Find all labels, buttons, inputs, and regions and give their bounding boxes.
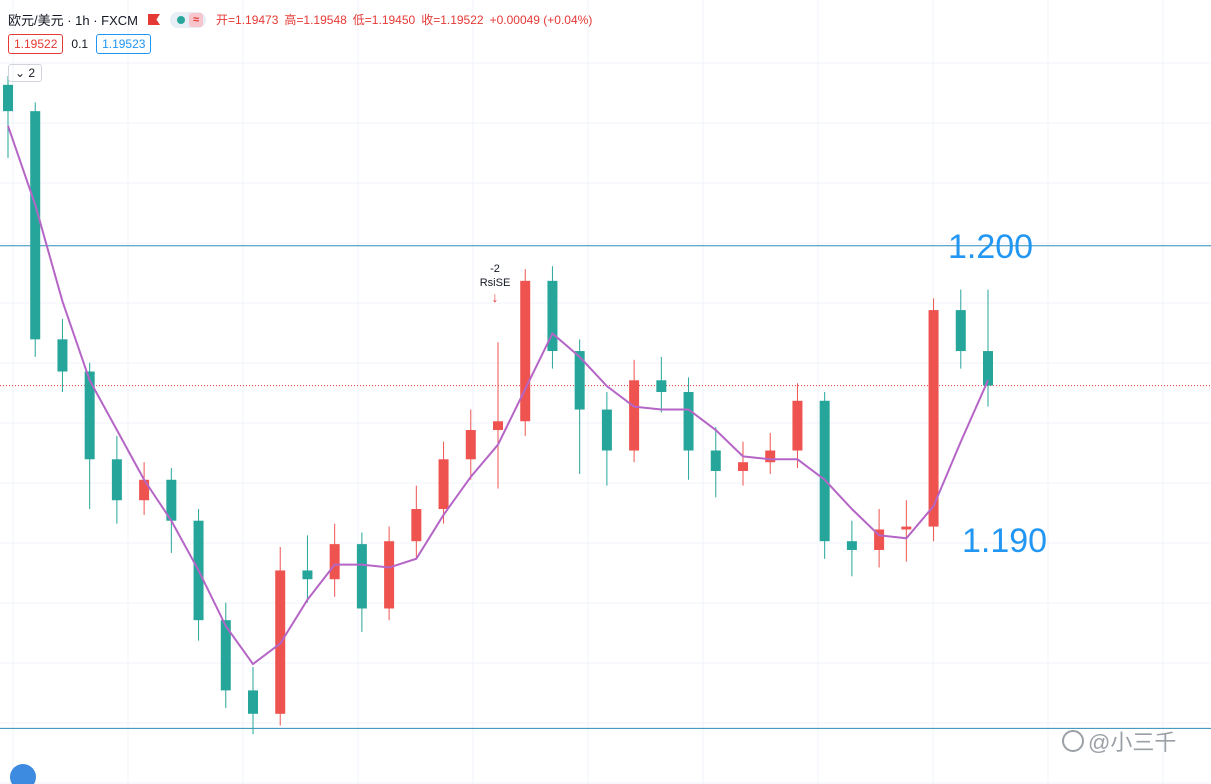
bid-button[interactable]: 1.19522: [8, 34, 64, 54]
candle-body: [411, 509, 422, 542]
candle-body: [302, 570, 313, 580]
candle-body: [520, 280, 531, 422]
collapse-button[interactable]: ⌄ 2: [8, 64, 43, 82]
candle-body: [111, 459, 122, 501]
candle-body: [248, 690, 258, 714]
candle-body: [738, 462, 748, 471]
candle-body: [166, 479, 177, 521]
candle-body: [574, 351, 585, 410]
candle-body: [846, 541, 857, 550]
signal-annotation: -2 RsiSE ↓: [478, 262, 512, 304]
candle-body: [983, 351, 993, 386]
candle-body: [547, 280, 558, 352]
ask-button[interactable]: 1.19523: [96, 34, 152, 54]
candle-body: [356, 544, 367, 609]
candle-body: [139, 479, 150, 501]
watermark-text: @小三千: [1088, 730, 1177, 755]
level-label: 1.200: [948, 228, 1034, 266]
symbol[interactable]: 欧元/美元 · 1h · FXCM: [8, 13, 139, 28]
candle-body: [438, 459, 449, 510]
indicator-count: 2: [28, 66, 36, 80]
flag-icon[interactable]: [148, 14, 161, 25]
candle-body: [220, 620, 231, 691]
signal-count: -2: [490, 263, 500, 275]
candle-body: [874, 529, 885, 550]
signal-arrow: ↓: [491, 289, 499, 305]
change-value: +0.00049 (+0.04%): [489, 13, 593, 27]
candle-body: [656, 380, 667, 392]
close-value: 收=1.19522: [421, 13, 484, 27]
candle-body: [765, 450, 776, 463]
status-toggle[interactable]: ≈: [170, 11, 207, 28]
quote-row: 1.19522 0.1 1.19523: [8, 34, 152, 54]
candle-body: [57, 339, 68, 372]
app-icon[interactable]: [10, 764, 36, 784]
high-value: 高=1.19548: [284, 13, 347, 27]
spread: 0.1: [71, 37, 89, 51]
candle-body: [792, 400, 803, 451]
legend-header: 欧元/美元 · 1h · FXCM ≈ 开=1.19473 高=1.19548 低=…: [8, 10, 598, 29]
candle-body: [465, 430, 476, 460]
level-label: 1.190: [962, 522, 1048, 560]
candle-body: [493, 421, 503, 431]
candle-body: [30, 111, 41, 340]
candle-body: [601, 409, 612, 451]
candle-body: [683, 392, 694, 451]
candle-body: [84, 371, 95, 460]
ohlc: 开=1.19473 高=1.19548 低=1.19450 收=1.19522 +0.0…: [216, 11, 598, 28]
moving-average: [7, 125, 989, 666]
candle-body: [329, 544, 340, 580]
signal-name: RsiSE: [479, 277, 511, 289]
candle-body: [384, 541, 395, 609]
candle-body: [901, 526, 912, 530]
candle-body: [629, 380, 640, 451]
candle-body: [955, 310, 966, 352]
watermark: @小三千: [1062, 725, 1176, 757]
candle-body: [3, 84, 13, 112]
candle-body: [928, 310, 939, 527]
candle-body: [710, 450, 721, 471]
low-value: 低=1.19450: [352, 13, 416, 27]
candle-body: [819, 400, 830, 542]
open-value: 开=1.19473: [216, 13, 279, 27]
